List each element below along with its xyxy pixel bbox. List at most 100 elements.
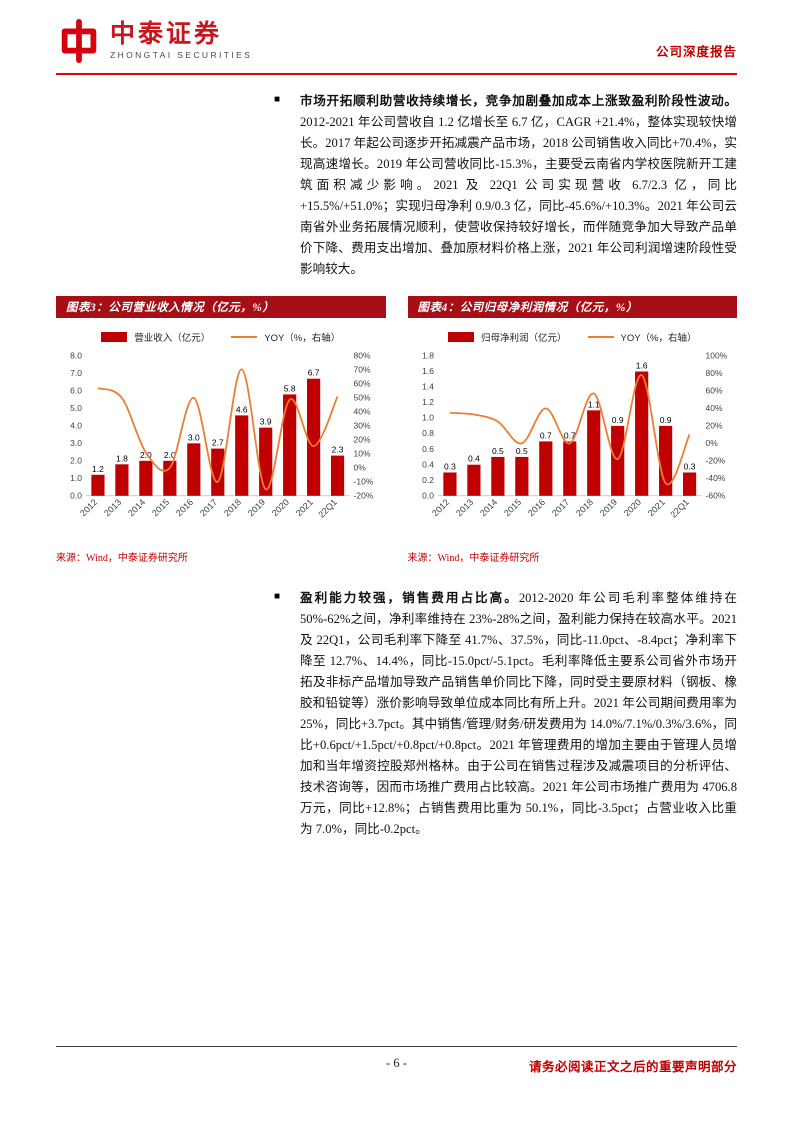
svg-text:2014: 2014 <box>126 497 147 518</box>
svg-text:2018: 2018 <box>222 497 243 518</box>
svg-text:2.0: 2.0 <box>140 450 152 460</box>
svg-text:2013: 2013 <box>454 497 475 518</box>
svg-text:0%: 0% <box>354 462 367 472</box>
svg-text:0.4: 0.4 <box>422 459 434 469</box>
svg-text:2016: 2016 <box>526 497 547 518</box>
paragraph-revenue-growth: ■ 市场开拓顺利助营收持续增长，竞争加剧叠加成本上涨致盈利阶段性波动。 2012-… <box>274 91 737 280</box>
svg-text:6.7: 6.7 <box>308 368 320 378</box>
svg-text:0.3: 0.3 <box>444 461 456 471</box>
svg-text:2020: 2020 <box>270 497 291 518</box>
svg-text:4.0: 4.0 <box>70 420 82 430</box>
svg-text:1.4: 1.4 <box>422 382 434 392</box>
svg-text:2015: 2015 <box>150 497 171 518</box>
bullet-square-icon: ■ <box>274 94 281 105</box>
line-series-swatch-icon <box>587 336 614 338</box>
logo-en-text: ZHONGTAI SECURITIES <box>110 50 253 61</box>
svg-text:1.0: 1.0 <box>70 473 82 483</box>
svg-text:2013: 2013 <box>102 497 123 518</box>
svg-text:5.0: 5.0 <box>70 403 82 413</box>
svg-text:0.5: 0.5 <box>515 446 527 456</box>
svg-text:1.2: 1.2 <box>92 464 104 474</box>
svg-text:40%: 40% <box>354 406 371 416</box>
svg-text:2.0: 2.0 <box>164 450 176 460</box>
chart3-title: 图表3：公司营业收入情况（亿元，%） <box>56 296 386 318</box>
svg-text:1.6: 1.6 <box>422 366 434 376</box>
svg-text:0.0: 0.0 <box>422 490 434 500</box>
svg-text:2016: 2016 <box>174 497 195 518</box>
svg-text:1.8: 1.8 <box>116 453 128 463</box>
svg-text:4.6: 4.6 <box>236 404 248 414</box>
paragraph-text: 市场开拓顺利助营收持续增长，竞争加剧叠加成本上涨致盈利阶段性波动。 2012-20… <box>300 91 737 280</box>
paragraph-body: 2012-2020 年公司毛利率整体维持在 50%-62%之间，净利率维持在 2… <box>300 590 738 836</box>
svg-text:10%: 10% <box>354 448 371 458</box>
report-header: 中泰证券 ZHONGTAI SECURITIES 公司深度报告 <box>56 18 737 64</box>
bar-series-label: 营业收入（亿元） <box>134 333 211 344</box>
svg-text:0.5: 0.5 <box>491 446 503 456</box>
svg-text:30%: 30% <box>354 420 371 430</box>
svg-text:2017: 2017 <box>198 497 219 518</box>
figure-netprofit-chart: 图表4：公司归母净利润情况（亿元，%） 归母净利润（亿元） YOY（%，右轴） … <box>407 296 738 564</box>
svg-text:20%: 20% <box>705 420 722 430</box>
svg-text:8.0: 8.0 <box>70 351 82 361</box>
svg-text:80%: 80% <box>705 368 722 378</box>
svg-text:-40%: -40% <box>705 473 725 483</box>
revenue-chart-plot: 0.0 1.0 2.0 3.0 4.0 5.0 6.0 7.0 8.0 -20% -10% 0% 10%… <box>70 351 374 520</box>
paragraph-text: 盈利能力较强，销售费用占比高。2012-2020 年公司毛利率整体维持在 50%… <box>300 588 737 840</box>
bar-series-label: 归母净利润（亿元） <box>480 333 567 344</box>
svg-text:1.2: 1.2 <box>422 397 434 407</box>
paragraph-lead: 市场开拓顺利助营收持续增长，竞争加剧叠加成本上涨致盈利阶段性波动。 <box>300 94 737 108</box>
svg-text:100%: 100% <box>705 351 727 361</box>
svg-text:0.9: 0.9 <box>611 415 623 425</box>
svg-text:60%: 60% <box>705 386 722 396</box>
svg-text:2.7: 2.7 <box>212 438 224 448</box>
svg-text:1.6: 1.6 <box>635 361 647 371</box>
paragraph-profitability: ■ 盈利能力较强，销售费用占比高。2012-2020 年公司毛利率整体维持在 5… <box>274 588 737 840</box>
svg-text:6.0: 6.0 <box>70 386 82 396</box>
svg-text:0.8: 0.8 <box>422 428 434 438</box>
svg-text:0.9: 0.9 <box>659 415 671 425</box>
svg-text:5.8: 5.8 <box>284 383 296 393</box>
zhongtai-logo: 中泰证券 ZHONGTAI SECURITIES <box>56 18 252 64</box>
report-type-label: 公司深度报告 <box>655 45 737 59</box>
svg-text:0.6: 0.6 <box>422 444 434 454</box>
page-number: - 6 - <box>386 1056 407 1070</box>
svg-text:0.7: 0.7 <box>539 430 551 440</box>
svg-text:2019: 2019 <box>246 497 267 518</box>
svg-text:80%: 80% <box>354 351 371 361</box>
svg-text:22Q1: 22Q1 <box>316 497 339 520</box>
chart4-legend: 归母净利润（亿元） YOY（%，右轴） <box>408 330 738 344</box>
svg-text:1.0: 1.0 <box>422 413 434 423</box>
bar-series-swatch-icon <box>447 332 474 342</box>
svg-text:2021: 2021 <box>645 497 666 518</box>
line-series-label: YOY（%，右轴） <box>620 333 697 344</box>
svg-text:2014: 2014 <box>478 497 499 518</box>
svg-text:0.4: 0.4 <box>468 454 480 464</box>
charts-row: 图表3：公司营业收入情况（亿元，%） 营业收入（亿元） YOY（%，右轴） 0.… <box>56 296 737 564</box>
svg-text:2017: 2017 <box>549 497 570 518</box>
header-divider <box>56 73 737 75</box>
zhongtai-emblem-icon <box>56 18 102 64</box>
svg-text:3.0: 3.0 <box>70 438 82 448</box>
svg-text:3.0: 3.0 <box>188 432 200 442</box>
svg-text:2018: 2018 <box>573 497 594 518</box>
svg-text:2.3: 2.3 <box>332 445 344 455</box>
bar-series-swatch-icon <box>101 332 128 342</box>
svg-text:3.9: 3.9 <box>260 417 272 427</box>
svg-text:-20%: -20% <box>354 490 374 500</box>
chart4-source: 来源：Wind，中泰证券研究所 <box>407 552 540 564</box>
svg-text:0.0: 0.0 <box>70 490 82 500</box>
svg-text:60%: 60% <box>354 379 371 389</box>
svg-text:0.7: 0.7 <box>563 430 575 440</box>
line-series-label: YOY（%，右轴） <box>264 333 341 344</box>
svg-text:-20%: -20% <box>705 455 725 465</box>
svg-text:0.2: 0.2 <box>422 475 434 485</box>
svg-text:1.1: 1.1 <box>587 399 599 409</box>
disclaimer-notice: 请务必阅读正文之后的重要声明部分 <box>528 1060 737 1074</box>
svg-text:22Q1: 22Q1 <box>668 497 691 520</box>
svg-text:2020: 2020 <box>621 497 642 518</box>
netprofit-chart-plot: 0.0 0.2 0.4 0.6 0.8 1.0 1.2 1.4 1.6 1.8 -60% -40% -2… <box>422 351 727 520</box>
svg-text:0%: 0% <box>705 438 718 448</box>
paragraph-lead: 盈利能力较强，销售费用占比高。 <box>300 590 519 605</box>
logo-cn-text: 中泰证券 <box>110 20 223 48</box>
